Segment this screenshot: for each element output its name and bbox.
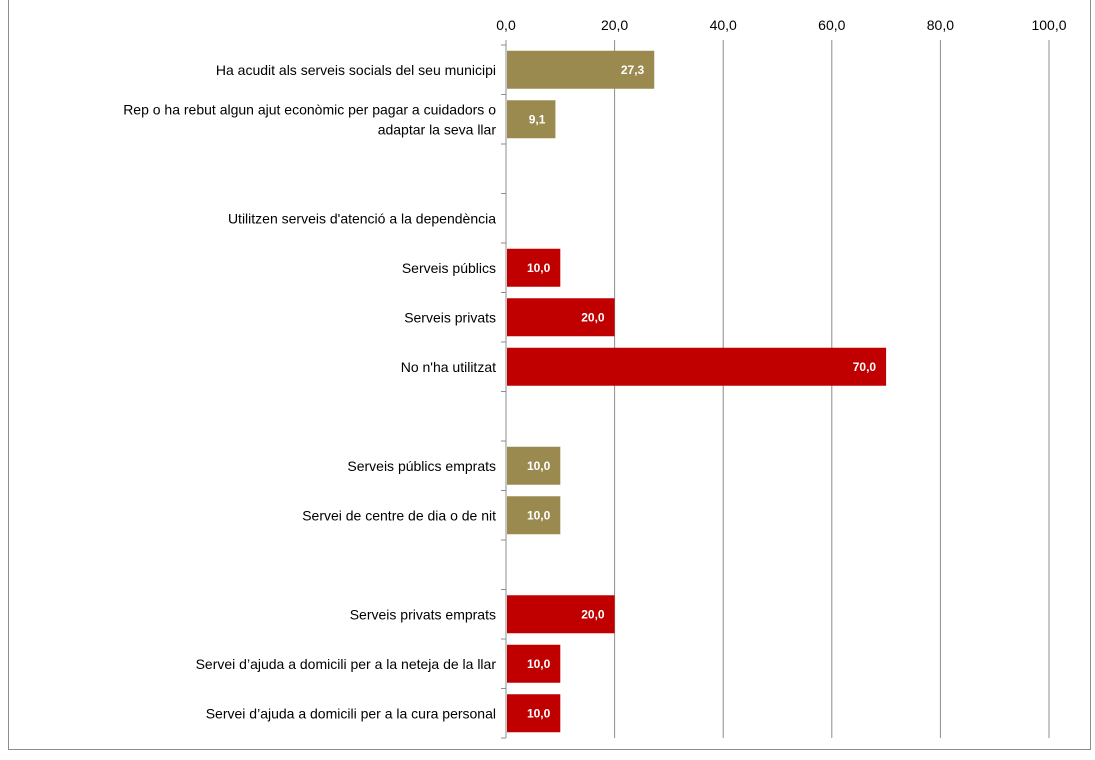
bar [507,100,556,139]
gridlines [505,45,1050,738]
bar [507,644,561,683]
bar [507,248,561,287]
bar [507,50,655,89]
category-label: No n'ha utilitzat [401,359,496,375]
x-tick-label: 100,0 [1031,17,1066,33]
category-labels: Ha acudit als serveis socials del seu mu… [123,62,496,722]
bar-value-label: 10,0 [527,706,551,720]
bar [507,298,615,337]
category-label: Utilitzen serveis d'atenció a la dependè… [228,210,496,226]
bar-chart: 27,39,110,020,070,010,010,020,010,010,0 … [123,17,1067,739]
bar-value-label: 70,0 [853,360,877,374]
bar [507,595,615,634]
category-label: Serveis públics [402,260,496,276]
x-tick-label: 40,0 [710,17,737,33]
bar-value-label: 20,0 [581,310,605,324]
category-label: Servei d’ajuda a domicili per a la cura … [206,705,496,721]
bar-value-label: 10,0 [527,657,551,671]
bar [507,347,887,386]
category-label: Serveis privats [404,309,496,325]
category-label: Serveis públics emprats [347,458,496,474]
bar-value-label: 20,0 [581,607,605,621]
category-label: Servei d’ajuda a domicili per a la netej… [196,656,497,672]
bar [507,694,561,733]
category-label: Rep o ha rebut algun ajut econòmic per p… [123,101,496,117]
bar [507,446,561,485]
x-tick-label: 0,0 [496,17,516,33]
bar-value-label: 10,0 [527,261,551,275]
category-label: Servei de centre de dia o de nit [302,507,496,523]
category-label: adaptar la seva llar [378,121,497,137]
x-tick-label: 20,0 [601,17,628,33]
x-tick-label: 80,0 [927,17,954,33]
bars: 27,3 9,1 10,0 20,0 70,0 10,0 10,0 20,0 10,0 10,0 [507,50,887,733]
bar-value-label: 27,3 [621,63,645,77]
bar-value-label: 9,1 [529,112,546,126]
x-tick-label: 60,0 [818,17,845,33]
value-axis-ticks: 0,0 20,0 40,0 60,0 80,0 100,0 [496,17,1067,45]
bar-value-label: 10,0 [527,508,551,522]
bar-value-label: 10,0 [527,459,551,473]
bar [507,496,561,535]
category-axis [501,44,507,739]
category-label: Ha acudit als serveis socials del seu mu… [216,62,496,78]
chart-frame: 27,3 9,1 10,0 20,0 70,0 10,0 10,0 20,0 10,0 10,0 … [8,0,1091,750]
category-label: Serveis privats emprats [350,606,496,622]
